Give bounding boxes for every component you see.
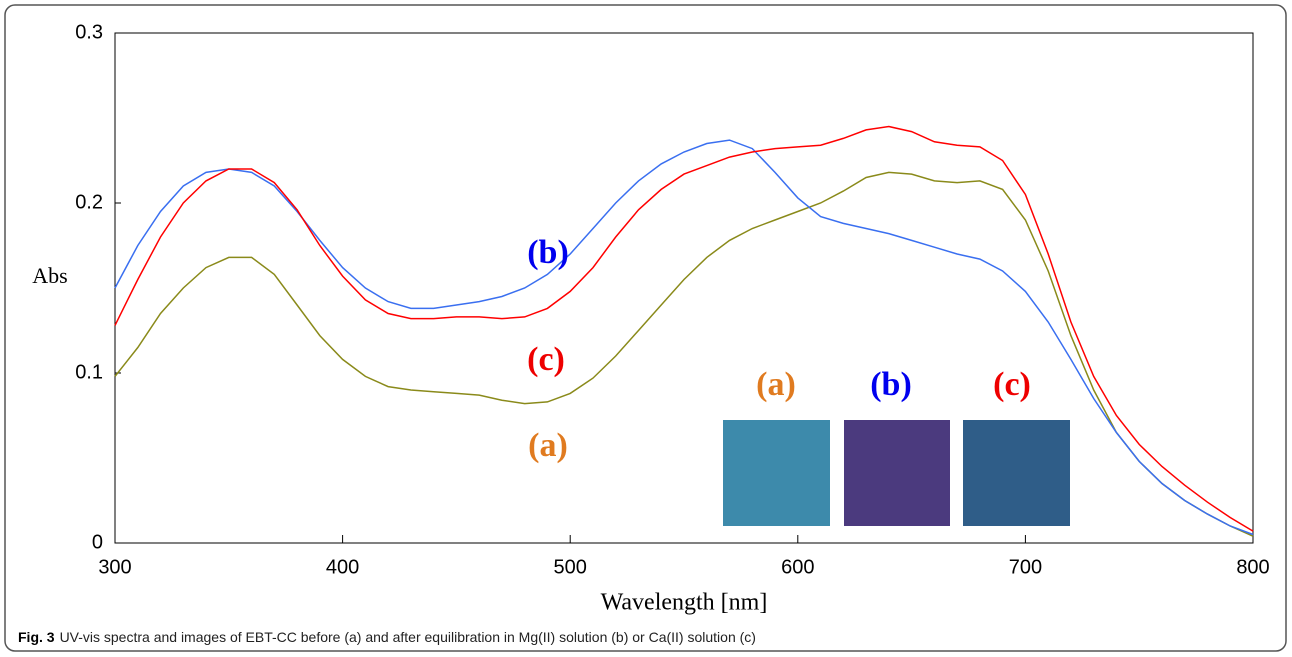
- x-tick-label: 700: [1009, 556, 1042, 578]
- y-tick-label: 0.3: [75, 21, 103, 43]
- series-line: [114, 125, 1254, 532]
- sample-image: [723, 420, 830, 526]
- annotation: (a): [756, 366, 796, 403]
- sample-image: [844, 420, 950, 526]
- annotation: (a): [528, 427, 568, 464]
- x-tick-label: 500: [554, 556, 587, 578]
- x-axis-label: Wavelength [nm]: [601, 590, 768, 616]
- x-tick-label: 600: [781, 556, 814, 578]
- y-tick-label: 0.1: [75, 361, 103, 383]
- annotation: (c): [527, 341, 565, 378]
- x-tick-label: 300: [98, 556, 131, 578]
- annotation: (b): [527, 234, 569, 271]
- y-tick-label: 0: [92, 531, 103, 553]
- caption-label: Fig. 3: [18, 629, 55, 645]
- caption-text: UV-vis spectra and images of EBT-CC befo…: [60, 629, 756, 645]
- y-tick-label: 0.2: [75, 191, 103, 213]
- sample-image: [963, 420, 1070, 526]
- annotation: (b): [870, 366, 912, 403]
- y-axis-label: Abs: [32, 263, 67, 288]
- x-tick-label: 400: [326, 556, 359, 578]
- x-tick-label: 800: [1236, 556, 1269, 578]
- series-line: [114, 171, 1254, 537]
- figure-frame: [4, 4, 1287, 652]
- annotation: (c): [993, 366, 1031, 403]
- series-line: [114, 139, 1254, 536]
- caption: Fig. 3 UV-vis spectra and images of EBT-C…: [18, 629, 756, 645]
- plot-frame: [114, 32, 1254, 544]
